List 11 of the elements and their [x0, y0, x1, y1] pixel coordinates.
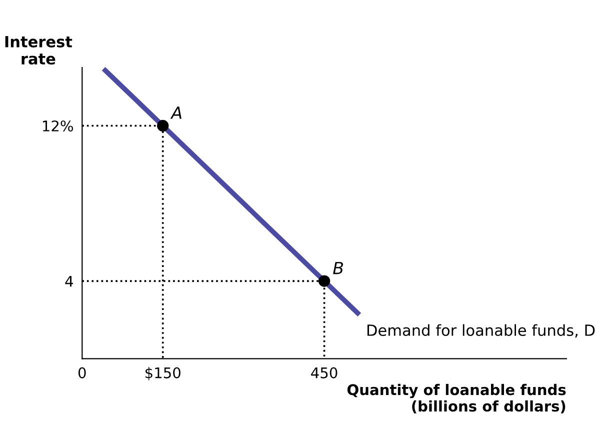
y-axis-title: Interest rate [5, 36, 72, 65]
annotation: B [333, 262, 344, 274]
line-series [102, 68, 360, 316]
y-tick-label: 12% [42, 120, 74, 132]
x-tick-label: 450 [311, 367, 338, 378]
x-axis-title: Quantity of loanable funds (billions of dollars) [347, 384, 566, 414]
x-tick-label: 0 [78, 367, 86, 378]
annotation: A [170, 106, 182, 119]
y-tick-label: 4 [65, 276, 73, 287]
annotation: Demand for loanable funds, D [367, 324, 595, 338]
x-tick-label: $150 [146, 367, 180, 380]
